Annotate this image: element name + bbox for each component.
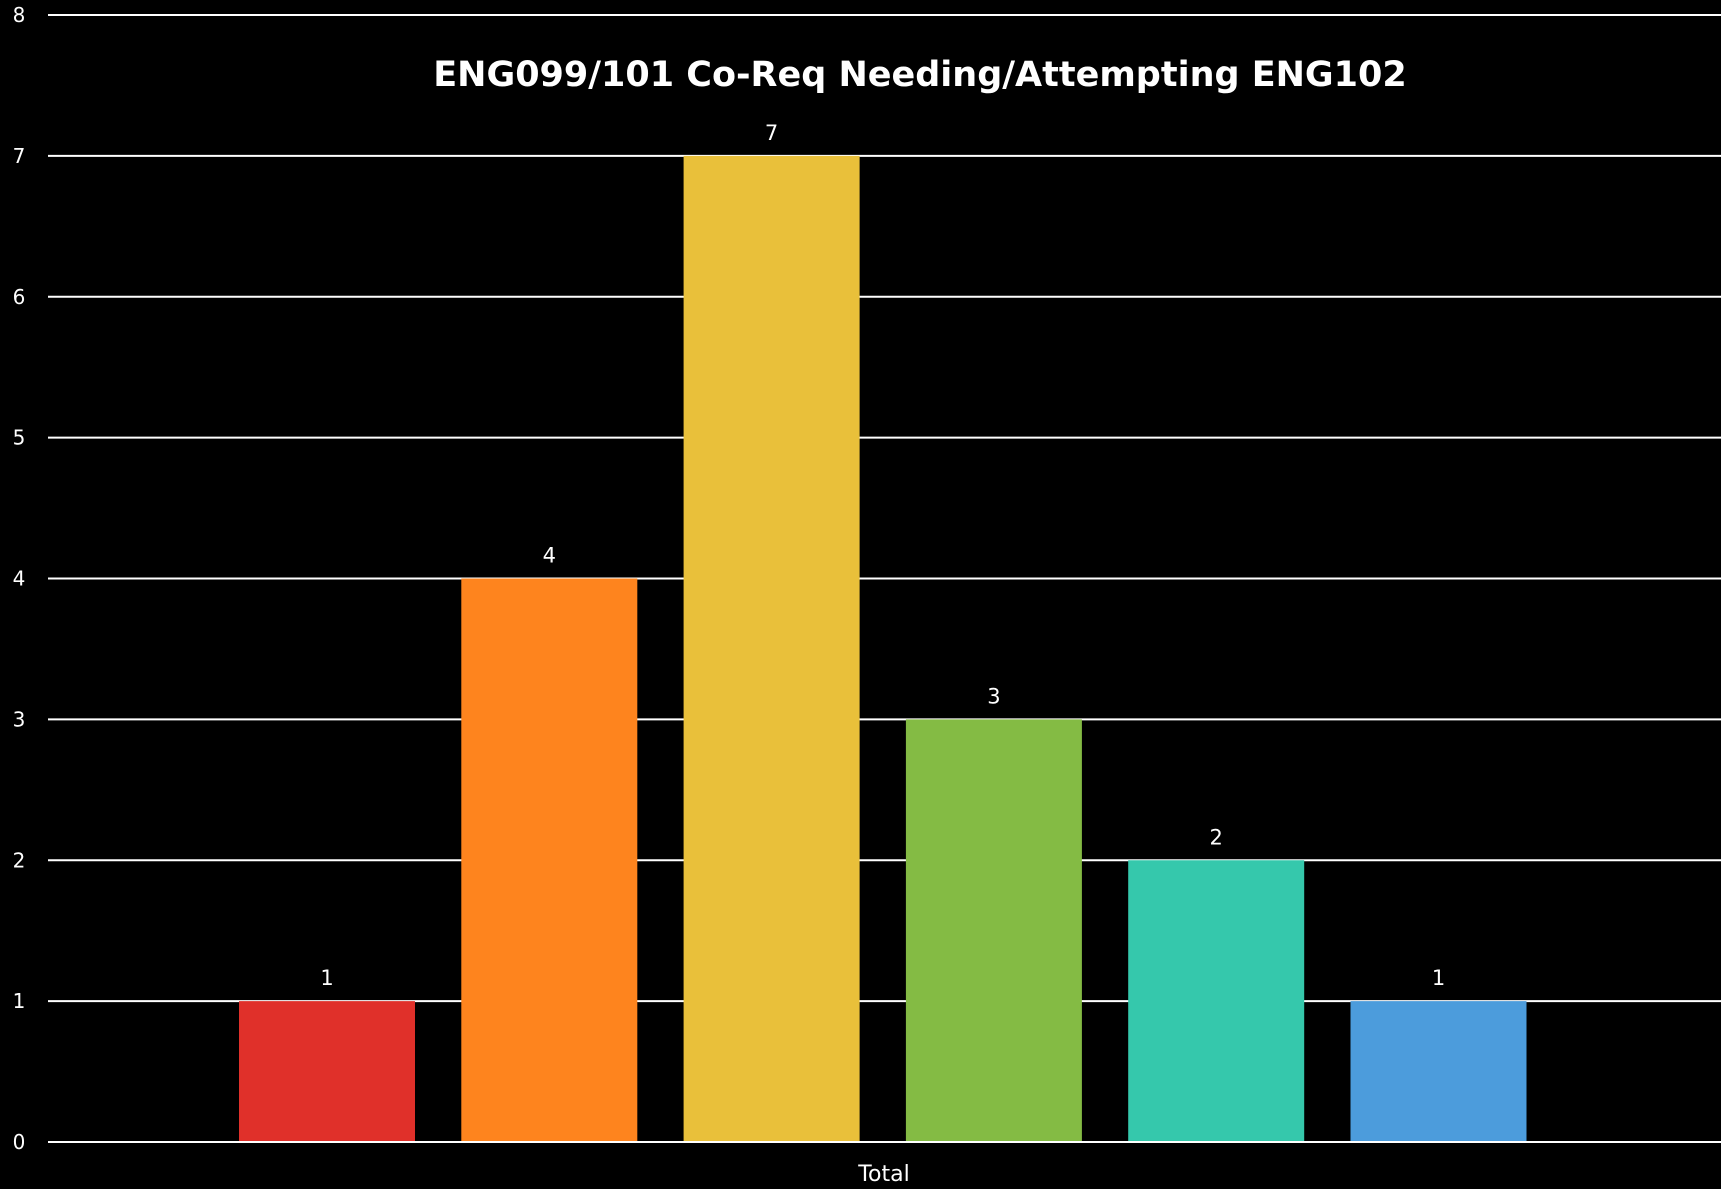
data-label-4: 3 (987, 684, 1000, 708)
data-label-3: 7 (765, 121, 778, 145)
bars (48, 155, 1721, 1143)
y-tick-label: 7 (13, 144, 26, 168)
data-labels: 1 4 7 3 2 1 (320, 121, 1445, 990)
data-label-6: 1 (1432, 966, 1445, 990)
y-axis-tick-labels: 0 1 2 3 4 5 6 7 8 (13, 3, 26, 1154)
data-label-2: 4 (543, 544, 556, 568)
y-tick-label: 0 (13, 1130, 26, 1154)
bar-4 (905, 719, 1082, 1142)
data-label-1: 1 (320, 966, 333, 990)
y-tick-label: 2 (13, 848, 26, 872)
y-tick-label: 6 (13, 285, 26, 309)
bar-2 (461, 578, 638, 1142)
bar-3 (683, 155, 860, 1142)
x-category-label: Total (857, 1162, 909, 1187)
bar-5 (1128, 860, 1305, 1142)
bar-6 (1350, 1001, 1527, 1142)
data-label-5: 2 (1210, 825, 1223, 849)
y-tick-label: 5 (13, 426, 26, 450)
chart-title: ENG099/101 Co-Req Needing/Attempting ENG… (433, 55, 1406, 95)
y-tick-label: 4 (13, 567, 26, 591)
y-tick-label: 1 (13, 989, 26, 1013)
y-tick-label: 3 (13, 707, 26, 731)
bar-1 (239, 1001, 415, 1142)
y-tick-label: 8 (13, 3, 26, 27)
